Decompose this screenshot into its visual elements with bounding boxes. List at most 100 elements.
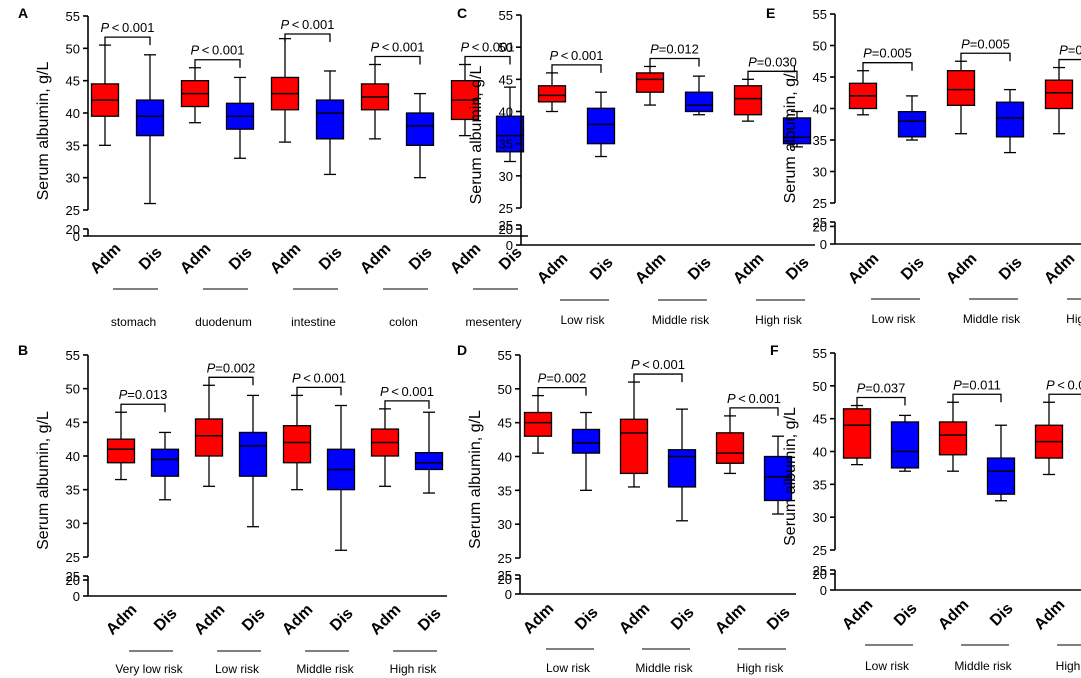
p-value-label: P=0.005	[863, 46, 912, 61]
group-colon: Adm Dis P < 0.001 colon	[357, 40, 435, 330]
y-tick-label: 55	[498, 348, 512, 363]
y-axis-title: Serum albumin, g/L	[35, 411, 52, 550]
x-tick-label-adm: Adm	[520, 600, 557, 637]
group-middle-risk: Adm Dis P=0.011 Middle risk	[935, 377, 1016, 673]
group-label: Low risk	[560, 313, 605, 327]
group-low-risk: Adm Dis P=0.037 Low risk	[839, 381, 920, 673]
y-tick-label: 25	[66, 550, 80, 565]
y-tick-label: 0	[820, 583, 827, 598]
dis-box	[667, 449, 697, 488]
significance-bracket	[633, 373, 683, 383]
significance-bracket	[464, 55, 511, 65]
y-tick-label: 40	[813, 102, 827, 117]
group-low-risk: Adm Dis P=0.005 Low risk	[845, 46, 927, 326]
significance-bracket	[296, 386, 342, 396]
x-tick-label-adm: Adm	[177, 240, 214, 277]
significance-bracket	[952, 393, 1002, 403]
y-tick-label: 45	[66, 74, 80, 89]
x-tick-label-adm: Adm	[1031, 596, 1068, 633]
y-tick-label: 30	[499, 169, 513, 184]
p-value-label: P < 0.001	[280, 17, 334, 32]
significance-bracket	[104, 36, 151, 46]
y-tick-label: 25	[813, 196, 827, 211]
y-tick-label: 30	[498, 517, 512, 532]
dis-box	[986, 457, 1016, 495]
y-tick-label: 40	[498, 450, 512, 465]
x-tick-label-dis: Dis	[316, 244, 346, 274]
significance-bracket	[120, 403, 166, 413]
adm-box	[733, 85, 763, 116]
group-stomach: Adm Dis P < 0.001 stomach	[87, 20, 165, 329]
adm-box	[715, 432, 745, 464]
significance-bracket	[856, 396, 906, 406]
dis-box	[890, 421, 920, 469]
group-label: mesentery	[465, 315, 521, 329]
y-axis-title: Serum albumin, g/L	[467, 410, 484, 549]
panel-label: B	[18, 342, 28, 358]
adm-box	[635, 72, 665, 93]
dis-box	[315, 99, 345, 140]
p-value-label: P=0.037	[857, 381, 906, 396]
x-tick-label-adm: Adm	[267, 240, 304, 277]
group-label: colon	[389, 315, 418, 329]
y-tick-label: 55	[813, 7, 827, 22]
x-tick-label-adm: Adm	[534, 250, 571, 287]
group-label: Low risk	[871, 312, 916, 326]
group-label: High risk	[1056, 659, 1081, 673]
y-tick-label: 50	[813, 39, 827, 54]
y-axis-title: Serum albumin, g/L	[468, 66, 485, 205]
x-tick-label-dis: Dis	[891, 600, 921, 630]
x-tick-label-dis: Dis	[587, 254, 617, 284]
group-low-risk: Adm Dis P=0.002 Low risk	[191, 360, 268, 676]
group-label: High risk	[755, 313, 803, 327]
adm-box	[106, 438, 136, 464]
group-label: Middle risk	[652, 313, 710, 327]
p-value-label: P=0.011	[953, 377, 1001, 392]
y-tick-label: 20	[813, 219, 827, 234]
y-tick-label: 50	[499, 40, 513, 55]
p-value-label: P < 0.001	[1046, 377, 1081, 392]
y-tick-label: 25	[499, 218, 513, 233]
panel-label: F	[770, 342, 779, 358]
adm-box	[194, 418, 224, 457]
x-tick-label-adm: Adm	[730, 250, 767, 287]
dis-box	[586, 107, 616, 145]
dis-box	[684, 91, 714, 113]
significance-bracket	[384, 400, 430, 409]
y-tick-label: 45	[499, 72, 513, 87]
significance-bracket	[747, 70, 798, 80]
group-label: intestine	[291, 315, 336, 329]
dis-box	[495, 115, 525, 153]
y-tick-label: 35	[813, 477, 827, 492]
significance-bracket	[374, 55, 421, 65]
significance-bracket	[1048, 393, 1081, 403]
p-value-label: P=0.002	[207, 360, 256, 375]
p-value-label: P=0.002	[538, 371, 587, 386]
y-axis-title: Serum albumin, g/L	[35, 62, 52, 201]
x-tick-label-adm: Adm	[839, 596, 876, 633]
group-label: Very low risk	[115, 662, 183, 676]
x-tick-label-adm: Adm	[712, 600, 749, 637]
group-duodenum: Adm Dis P < 0.001 duodenum	[177, 43, 255, 329]
y-tick-label: 25	[499, 201, 513, 216]
y-tick-label: 45	[498, 416, 512, 431]
x-tick-label-adm: Adm	[367, 601, 404, 638]
adm-box	[946, 70, 976, 106]
group-low-risk: Adm Dis P < 0.001 Low risk	[534, 48, 616, 327]
group-label: High risk	[390, 662, 438, 676]
y-tick-label: 25	[813, 543, 827, 558]
y-tick-label: 0	[73, 589, 80, 604]
p-value-label: P < 0.001	[727, 391, 781, 406]
dis-box	[135, 99, 165, 137]
y-tick-label: 30	[813, 165, 827, 180]
y-tick-label: 35	[499, 137, 513, 152]
x-tick-label-dis: Dis	[996, 254, 1026, 284]
group-label: Middle risk	[296, 662, 354, 676]
y-tick-label: 35	[813, 133, 827, 148]
